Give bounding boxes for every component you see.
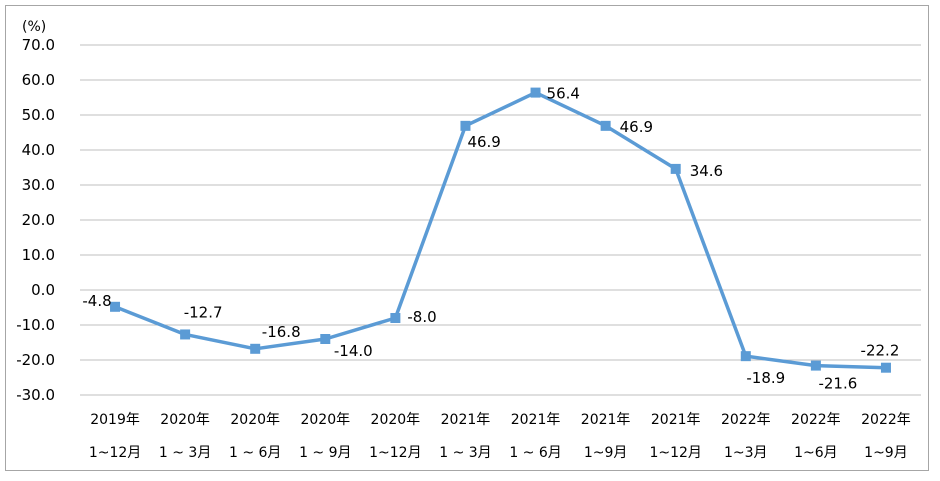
data-point-marker: [530, 87, 541, 98]
y-axis-ticks: 70.0 60.0 50.0 40.0 30.0 20.0 10.0 0.0 -10.0 -20.…: [16, 36, 55, 404]
y-tick-label: 20.0: [22, 211, 55, 229]
y-tick-label: 40.0: [22, 141, 55, 159]
series-line: [110, 87, 891, 373]
x-tick-label-year: 2021年: [581, 412, 631, 428]
data-point-marker: [670, 163, 681, 174]
data-point-marker: [740, 351, 751, 362]
data-point-marker: [110, 301, 121, 312]
data-label: -14.0: [334, 342, 373, 360]
x-tick-label-year: 2022年: [721, 412, 771, 428]
data-point-marker: [880, 362, 891, 373]
data-point-marker: [600, 120, 611, 131]
data-point-marker: [320, 334, 331, 344]
gridlines: [80, 44, 921, 396]
x-tick-label-period: 1 ~ 3月: [159, 445, 211, 461]
data-label: 34.6: [690, 162, 723, 180]
x-tick-label-period: 1 ~ 6月: [229, 445, 281, 461]
y-tick-label: 60.0: [22, 71, 55, 89]
x-tick-label-year: 2020年: [300, 412, 350, 428]
y-tick-label: -10.0: [16, 316, 55, 334]
data-label: -16.8: [262, 323, 301, 341]
data-label: -12.7: [184, 303, 223, 321]
data-point-marker: [250, 343, 261, 354]
x-tick-label-year: 2020年: [371, 412, 421, 428]
y-tick-label: 10.0: [22, 246, 55, 264]
data-point-marker: [460, 120, 471, 131]
x-tick-label-period: 1~9月: [584, 445, 628, 461]
chart-frame: [5, 5, 929, 471]
y-tick-label: -30.0: [16, 386, 55, 404]
y-tick-label: 30.0: [22, 176, 55, 194]
data-label: -21.6: [818, 375, 857, 393]
x-tick-label-period: 1 ~ 9月: [299, 445, 351, 461]
series-line-path: [114, 90, 887, 370]
y-tick-label: 70.0: [22, 36, 55, 54]
x-tick-label-year: 2021年: [441, 412, 491, 428]
x-tick-label-year: 2021年: [651, 412, 701, 428]
data-point-marker: [180, 329, 191, 340]
data-label: -22.2: [861, 342, 900, 360]
data-label: 46.9: [620, 118, 653, 136]
y-unit-label: (%): [22, 19, 46, 35]
data-point-marker: [390, 313, 401, 323]
data-label: -8.0: [407, 308, 436, 326]
data-label: -18.9: [746, 369, 785, 387]
x-tick-label-period: 1~12月: [89, 445, 141, 461]
x-tick-label-period: 1~12月: [649, 445, 701, 461]
x-axis-ticks: 2019年 1~12月 2020年 1 ~ 3月 2020年 1 ~ 6月 2020年 1 ~…: [89, 412, 911, 461]
data-labels: -4.8 -12.7 -16.8 -14.0 -8.0 46.9 56.4 46.9 34.6 -…: [82, 85, 899, 393]
x-tick-label-period: 1~12月: [369, 445, 421, 461]
data-label: -4.8: [82, 292, 111, 310]
x-tick-label-year: 2020年: [230, 412, 280, 428]
x-tick-label-year: 2019年: [90, 412, 140, 428]
y-tick-label: 0.0: [31, 281, 55, 299]
y-tick-label: 50.0: [22, 106, 55, 124]
x-tick-label-year: 2022年: [791, 412, 841, 428]
data-point-marker: [810, 360, 821, 371]
x-tick-label-period: 1 ~ 6月: [509, 445, 561, 461]
y-tick-label: -20.0: [16, 351, 55, 369]
data-label: 46.9: [467, 133, 500, 151]
x-tick-label-period: 1~3月: [724, 445, 768, 461]
x-tick-label-year: 2021年: [511, 412, 561, 428]
x-tick-label-period: 1~6月: [794, 445, 838, 461]
x-tick-label-period: 1~9月: [864, 445, 908, 461]
data-label: 56.4: [547, 85, 580, 103]
x-tick-label-period: 1 ~ 3月: [439, 445, 491, 461]
x-tick-label-year: 2020年: [160, 412, 210, 428]
x-tick-label-year: 2022年: [861, 412, 911, 428]
